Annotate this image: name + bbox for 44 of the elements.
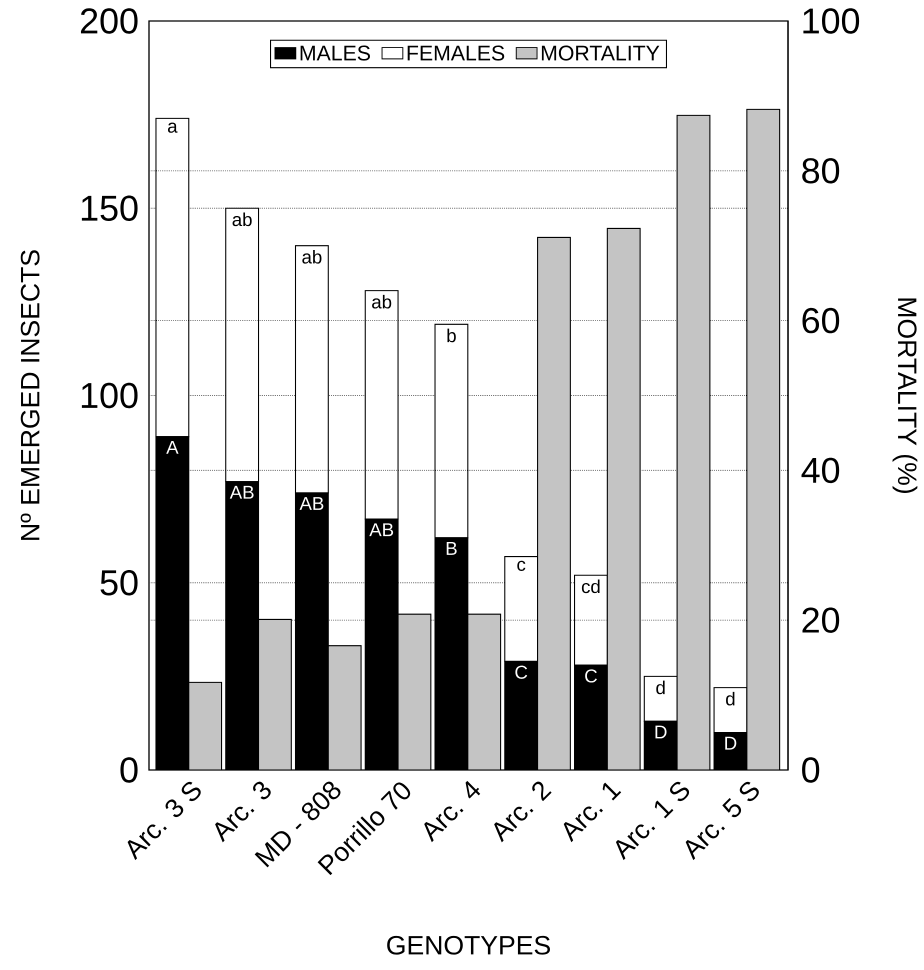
y-tick-label: 0 <box>120 757 138 783</box>
y-axis-title: Nº EMERGED INSECTS <box>20 250 40 540</box>
annotation: A <box>166 440 179 454</box>
bar <box>676 114 710 770</box>
annotation: a <box>168 122 178 133</box>
annotation: c <box>517 560 526 571</box>
annotation: AB <box>369 523 394 536</box>
y2-tick-label: 60 <box>802 308 840 334</box>
bar <box>537 236 571 770</box>
legend-label: MALES <box>300 46 370 61</box>
annotation: C <box>515 666 528 679</box>
annotation: AB <box>300 497 324 510</box>
annotation: D <box>656 726 667 738</box>
x-tick-label: Arc. 2 <box>494 782 552 842</box>
annotation: D <box>725 736 736 750</box>
y2-tick-label: 80 <box>802 158 840 184</box>
annotation: b <box>447 328 456 342</box>
annotation: d <box>726 692 734 706</box>
y2-tick-label: 20 <box>802 608 840 633</box>
y2-tick-label: 40 <box>802 458 840 484</box>
annotation: d <box>656 680 665 694</box>
annotation: B <box>446 542 457 555</box>
y-tick-label: 200 <box>80 8 138 34</box>
y-tick-label: 100 <box>82 382 138 408</box>
y2-axis-title: MORTALITY (%) <box>892 298 918 493</box>
annotation: ab <box>372 294 392 309</box>
x-tick-label: Arc. 3 S <box>128 782 201 860</box>
bar <box>746 108 780 770</box>
annotation: cd <box>582 580 600 594</box>
x-tick-label: Arc. 4 <box>424 780 480 842</box>
annotation: C <box>585 669 597 683</box>
legend-label: MORTALITY <box>542 46 660 61</box>
y2-tick-label: 100 <box>803 8 860 34</box>
annotation: AB <box>230 486 254 499</box>
x-tick-label: Arc. 3 <box>215 782 271 842</box>
y2-tick-label: 0 <box>802 757 820 783</box>
bar <box>188 682 222 770</box>
bar <box>606 228 641 770</box>
y-tick-label: 50 <box>100 570 138 596</box>
legend-label: FEMALES <box>408 46 504 61</box>
x-axis-title: GENOTYPES <box>387 936 550 955</box>
annotation: ab <box>232 212 252 226</box>
annotation: ab <box>302 250 322 264</box>
y-tick-label: 150 <box>82 196 138 221</box>
